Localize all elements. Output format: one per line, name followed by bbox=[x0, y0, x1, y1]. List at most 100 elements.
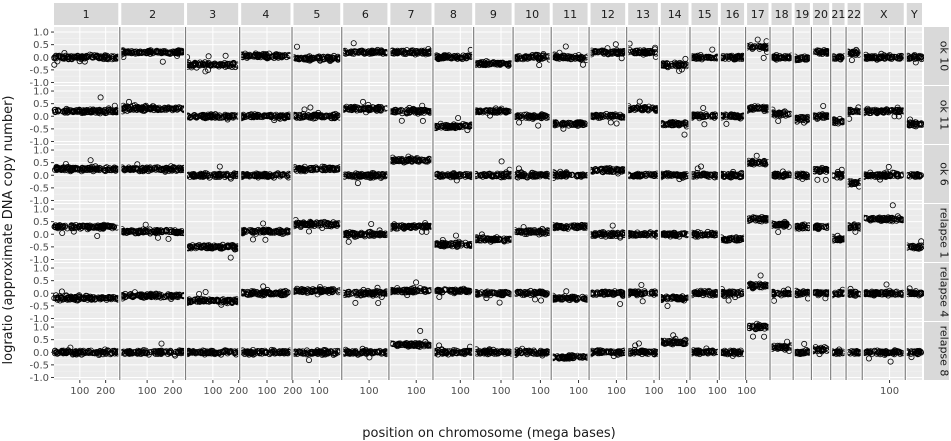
data-point bbox=[373, 48, 380, 55]
data-point bbox=[82, 108, 89, 115]
panel-ok-10-chr-14 bbox=[660, 27, 689, 85]
data-point bbox=[865, 53, 872, 60]
data-point bbox=[155, 49, 162, 56]
data-point bbox=[408, 107, 415, 114]
data-point bbox=[848, 51, 855, 58]
data-point bbox=[102, 110, 109, 117]
data-point bbox=[225, 113, 232, 120]
data-point bbox=[376, 49, 383, 56]
data-point bbox=[822, 49, 829, 56]
data-point bbox=[681, 61, 688, 68]
data-point bbox=[122, 48, 129, 55]
panel-relapse-1-chr-5 bbox=[293, 204, 341, 262]
data-point bbox=[851, 48, 858, 55]
data-point bbox=[709, 46, 716, 53]
panel-ok-6-chr-2 bbox=[121, 145, 185, 203]
data-point bbox=[126, 107, 133, 114]
data-point bbox=[561, 52, 568, 59]
data-point bbox=[55, 108, 62, 115]
panel-ok-11-chr-21 bbox=[832, 86, 845, 144]
data-point bbox=[682, 55, 689, 62]
data-point bbox=[347, 104, 354, 111]
data-point bbox=[268, 53, 275, 60]
data-point bbox=[216, 115, 223, 122]
data-point bbox=[65, 54, 72, 61]
data-point bbox=[562, 43, 569, 50]
data-point bbox=[414, 107, 421, 114]
data-point bbox=[459, 56, 466, 63]
panel-relapse-4-chr-11 bbox=[552, 263, 588, 321]
data-point bbox=[819, 48, 826, 55]
panel-relapse-1-chr-8 bbox=[434, 204, 473, 262]
data-point bbox=[87, 106, 94, 113]
data-point bbox=[736, 54, 743, 61]
data-point bbox=[242, 113, 249, 120]
data-point bbox=[250, 114, 257, 121]
data-point bbox=[394, 108, 401, 115]
data-point bbox=[565, 53, 572, 60]
data-point bbox=[207, 113, 214, 120]
data-point bbox=[907, 54, 914, 61]
data-point bbox=[676, 67, 683, 74]
data-point bbox=[729, 54, 736, 61]
data-point bbox=[416, 48, 423, 55]
data-point bbox=[455, 115, 462, 122]
data-point bbox=[190, 61, 197, 68]
data-point bbox=[580, 61, 587, 68]
data-point bbox=[618, 55, 625, 62]
data-point bbox=[496, 60, 503, 67]
data-point bbox=[142, 107, 149, 114]
data-point bbox=[592, 49, 599, 56]
panel-ok-11-chr-14 bbox=[660, 86, 689, 144]
data-point bbox=[503, 60, 510, 67]
panel-ok-11-chr-11 bbox=[552, 86, 588, 144]
data-point bbox=[443, 53, 450, 60]
data-point bbox=[674, 61, 681, 68]
data-point bbox=[708, 55, 715, 62]
panel-ok-10-chr-17 bbox=[747, 27, 769, 85]
data-point bbox=[480, 59, 487, 66]
data-point bbox=[754, 36, 761, 43]
data-point bbox=[109, 56, 116, 63]
data-point bbox=[79, 53, 86, 60]
data-point bbox=[419, 102, 426, 109]
data-point bbox=[97, 94, 104, 101]
data-point bbox=[392, 106, 399, 113]
data-point bbox=[648, 49, 655, 56]
data-point bbox=[166, 50, 173, 57]
data-point bbox=[864, 55, 871, 62]
data-point bbox=[552, 54, 559, 61]
data-point bbox=[174, 106, 181, 113]
panel-relapse-4-chr-17 bbox=[747, 263, 769, 321]
data-point bbox=[254, 54, 261, 61]
data-point bbox=[662, 60, 669, 67]
data-point bbox=[760, 54, 767, 61]
data-point bbox=[137, 48, 144, 55]
data-point bbox=[614, 49, 621, 56]
data-point bbox=[771, 55, 778, 62]
data-point bbox=[912, 59, 919, 66]
data-point bbox=[70, 109, 77, 116]
panel-ok-6-chr-1 bbox=[54, 145, 119, 203]
data-point bbox=[419, 117, 426, 124]
data-point bbox=[161, 104, 168, 111]
data-point bbox=[897, 54, 904, 61]
data-point bbox=[192, 61, 199, 68]
data-point bbox=[205, 112, 212, 119]
data-point bbox=[911, 53, 918, 60]
data-point bbox=[242, 53, 249, 60]
data-point bbox=[140, 105, 147, 112]
data-point bbox=[276, 53, 283, 60]
panel-relapse-4-chr-22 bbox=[847, 263, 861, 321]
data-point bbox=[256, 113, 263, 120]
data-point bbox=[421, 47, 428, 54]
data-point bbox=[105, 55, 112, 62]
data-point bbox=[560, 55, 567, 62]
data-point bbox=[172, 49, 179, 56]
data-point bbox=[81, 109, 88, 116]
panel-ok-11-chr-Y bbox=[906, 86, 922, 144]
data-point bbox=[569, 53, 576, 60]
data-point bbox=[723, 53, 730, 60]
data-point bbox=[278, 113, 285, 120]
data-point bbox=[71, 107, 78, 114]
